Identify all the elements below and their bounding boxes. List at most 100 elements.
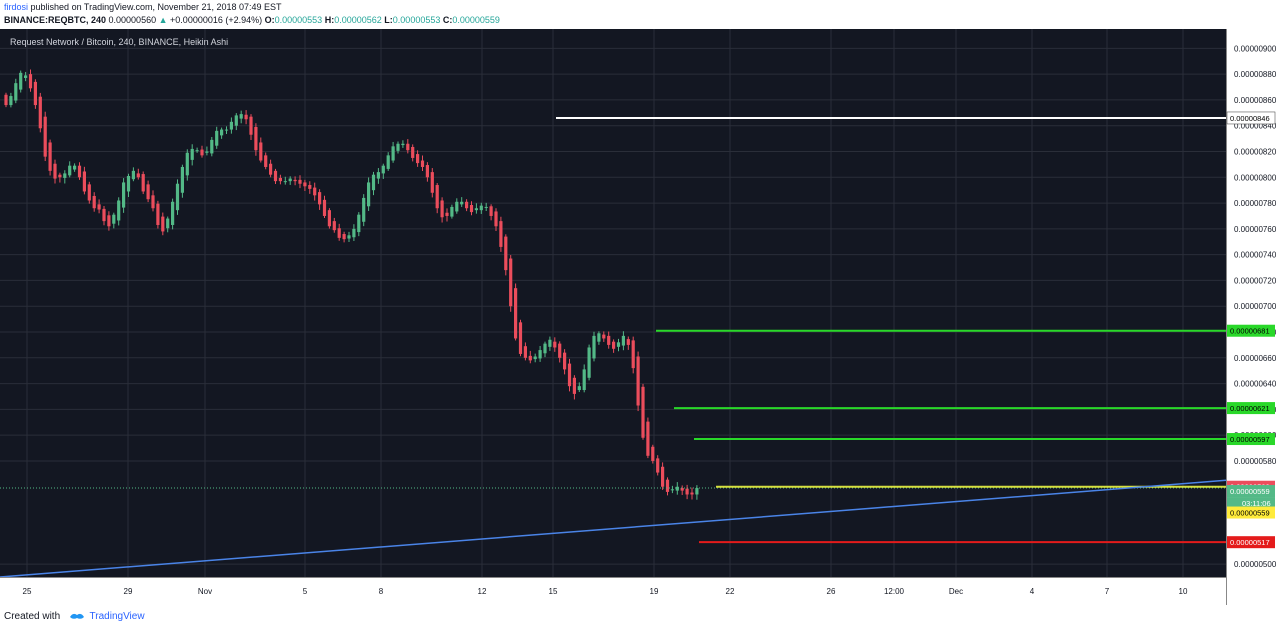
candle-body — [563, 352, 567, 370]
open-label: O: — [264, 15, 275, 25]
candle-body — [220, 129, 224, 136]
candle-body — [97, 204, 101, 210]
candle-body — [327, 210, 331, 227]
candle-body — [303, 182, 307, 187]
footer: Created with TradingView — [4, 611, 145, 622]
candle-body — [484, 206, 488, 208]
plot-background — [0, 29, 1226, 605]
author-link[interactable]: firdosi — [4, 2, 29, 12]
high-value: 0.00000562 — [334, 15, 382, 25]
candle-body — [514, 288, 518, 339]
candle-body — [14, 83, 18, 101]
candle-body — [602, 334, 606, 339]
y-tick-label: 0.00000800 — [1234, 173, 1277, 182]
candle-body — [548, 339, 552, 347]
candle-body — [205, 151, 209, 153]
candle-body — [656, 458, 660, 473]
candle-body — [9, 96, 13, 106]
candle-body — [131, 170, 135, 180]
x-tick-label: 7 — [1105, 587, 1110, 596]
candle-body — [318, 192, 322, 205]
candle-body — [362, 197, 366, 222]
candle-body — [224, 129, 229, 131]
y-tick-label: 0.00000760 — [1234, 225, 1277, 234]
y-tick-label: 0.00000820 — [1234, 147, 1277, 156]
candle-body — [607, 335, 611, 345]
candle-body — [685, 488, 689, 495]
candle-body — [440, 200, 444, 218]
candle-body — [381, 165, 385, 174]
candle-body — [528, 355, 532, 361]
y-tick-label: 0.00000780 — [1234, 199, 1277, 208]
candle-body — [63, 173, 67, 178]
candle-body — [396, 143, 400, 151]
x-tick-label: 12:00 — [884, 587, 905, 596]
candle-body — [675, 486, 679, 491]
candle-body — [190, 148, 194, 160]
open-value: 0.00000553 — [274, 15, 323, 25]
candle-body — [283, 181, 287, 183]
y-tick-label: 0.00000840 — [1234, 122, 1277, 131]
candle-body — [38, 96, 42, 129]
level-label: 0.00000597 — [1230, 435, 1270, 444]
publish-line: firdosi published on TradingView.com, No… — [4, 2, 282, 12]
tradingview-link[interactable]: TradingView — [89, 611, 145, 622]
candle-body — [175, 183, 180, 211]
published-text: published on TradingView.com, November 2… — [30, 2, 282, 12]
x-tick-label: 15 — [549, 587, 558, 596]
candle-body — [293, 179, 297, 182]
candle-body — [77, 165, 82, 178]
level-label-box — [1226, 111, 1276, 125]
candle-body — [416, 154, 420, 164]
close-value: 0.00000559 — [452, 15, 500, 25]
candle-body — [690, 492, 694, 495]
candle-body — [107, 215, 111, 227]
candle-body — [264, 155, 268, 167]
trendline[interactable] — [0, 479, 1227, 578]
candle-body — [24, 75, 28, 78]
chart-title: Request Network / Bitcoin, 240, BINANCE,… — [10, 37, 228, 47]
candle-body — [92, 195, 96, 209]
price-label-box — [1227, 485, 1275, 498]
candle-body — [48, 142, 52, 171]
candle-body — [533, 356, 537, 360]
candle-body — [651, 446, 655, 461]
candle-body — [474, 208, 478, 211]
candle-body — [455, 201, 459, 212]
candle-body — [308, 185, 312, 189]
candle-body — [4, 94, 8, 106]
x-tick-label: 22 — [726, 587, 735, 596]
y-tick-label: 0.00000720 — [1234, 276, 1277, 285]
candle-body — [171, 201, 175, 225]
candle-body — [489, 206, 493, 216]
grid — [0, 29, 1226, 577]
candle-body — [53, 163, 57, 179]
candle-body — [259, 142, 263, 161]
x-tick-label: Nov — [198, 587, 212, 596]
candle-body — [612, 341, 616, 349]
x-tick-label: 25 — [23, 587, 32, 596]
price-label: 0.00000559 — [1230, 487, 1270, 496]
support-trendline[interactable] — [0, 479, 1227, 578]
candle-body — [278, 177, 282, 182]
horizontal-levels[interactable] — [556, 116, 1226, 544]
y-tick-label: 0.00000580 — [1234, 457, 1277, 466]
candle-body — [401, 143, 405, 146]
candle-body — [430, 172, 434, 193]
candle-body — [33, 81, 37, 106]
candle-body — [504, 236, 508, 271]
candle-body — [450, 206, 454, 217]
price-chart[interactable]: 0.000005000.000005800.000006000.00000620… — [0, 29, 1280, 605]
candle-body — [156, 203, 160, 225]
candle-body — [200, 149, 204, 156]
candle-body — [161, 216, 165, 232]
high-label: H: — [324, 15, 335, 25]
created-with-text: Created with — [4, 611, 61, 622]
candle-body — [445, 212, 449, 216]
x-tick-label: 26 — [827, 587, 836, 596]
y-tick-label: 0.00000860 — [1234, 96, 1277, 105]
candle-body — [215, 130, 219, 146]
candle-body — [28, 74, 33, 89]
candle-body — [352, 228, 356, 238]
candle-body — [82, 171, 86, 192]
